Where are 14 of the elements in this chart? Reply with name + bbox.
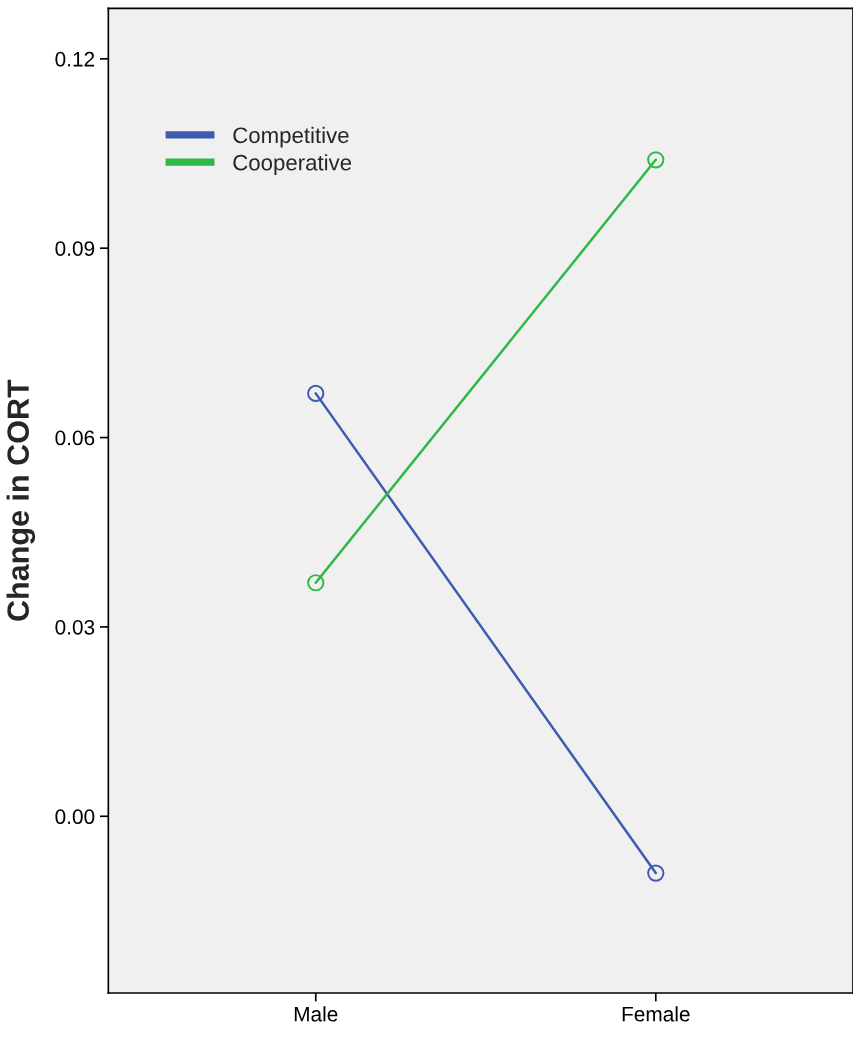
point [307,384,325,402]
y-tick-label: 0.06 [55,430,95,446]
y-axis-title: Change in CORT [6,379,36,621]
y-tick-label: 0.12 [55,51,95,67]
point [307,574,325,592]
y-tick-label: 0.00 [55,809,95,825]
point [647,864,665,882]
y-tick-label: 0.03 [55,619,95,635]
legend-label: Competitive [233,126,349,148]
x-tick-label: Male [294,1006,338,1022]
point [647,151,665,169]
x-tick-label: Female [622,1006,690,1022]
legend-label: Cooperative [233,154,352,175]
y-tick-label: 0.09 [55,241,95,256]
